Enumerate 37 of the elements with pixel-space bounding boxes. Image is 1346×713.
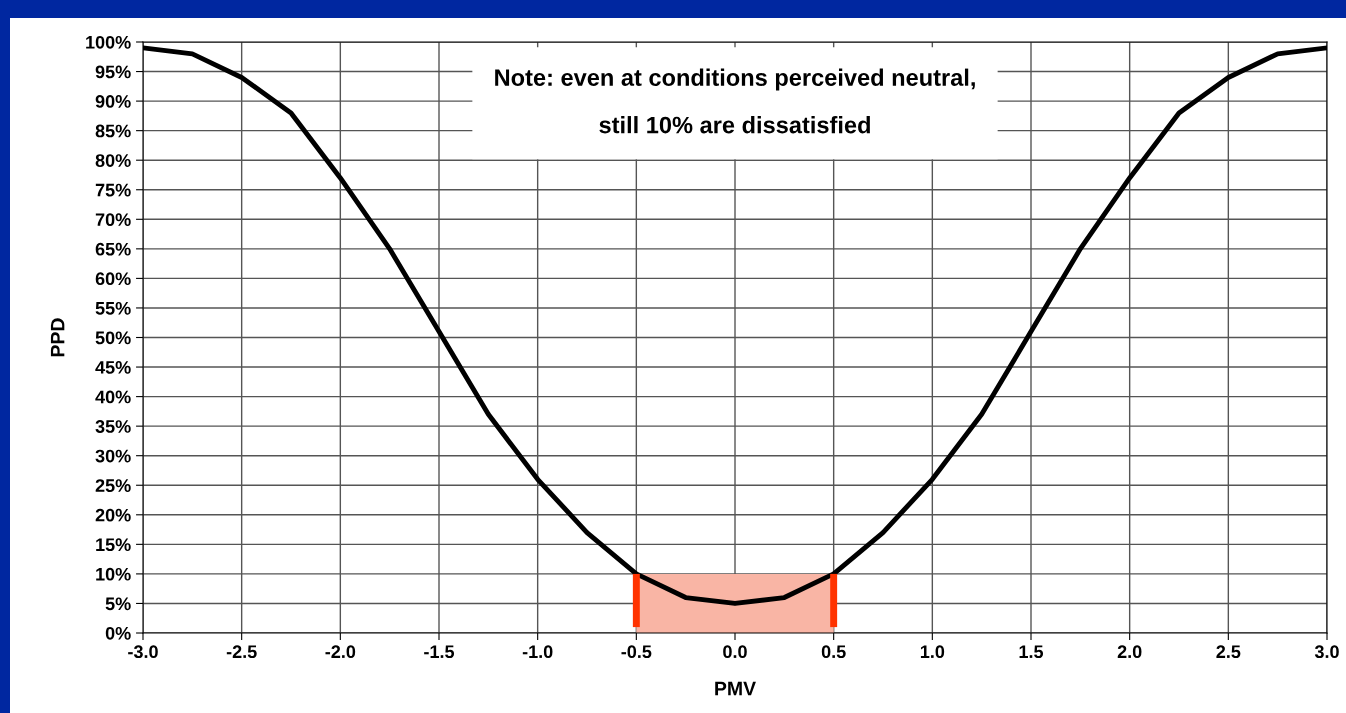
y-axis-title: PPD: [50, 318, 65, 357]
annotation: Note: even at conditions perceived neutral, still 10% are dissatisfied: [495, 68, 975, 134]
x-tick-label: 1.0: [920, 645, 945, 659]
x-tick-label: 2.0: [1117, 645, 1142, 659]
y-tick-label: 35%: [95, 420, 131, 433]
x-tick-label: 3.0: [1314, 645, 1339, 659]
y-tick-label: 20%: [95, 508, 131, 522]
x-tick-label: 1.5: [1019, 645, 1044, 659]
x-tick-label: 0.5: [821, 645, 846, 659]
x-tick-label: -3.0: [128, 645, 158, 659]
x-tick-label: -2.0: [325, 645, 356, 659]
x-tick-label: -2.5: [226, 645, 257, 659]
y-tick-label: 65%: [95, 242, 131, 256]
y-tick-label: 30%: [95, 449, 131, 463]
x-tick-label: 0.0: [723, 645, 747, 659]
y-tick-label: 60%: [95, 272, 131, 286]
y-tick-label: 100%: [86, 35, 131, 49]
x-tick-label: -1.0: [522, 645, 553, 659]
y-tick-label: 15%: [96, 538, 131, 552]
y-tick-label: 95%: [95, 65, 131, 79]
y-tick-label: 0%: [105, 626, 131, 640]
y-tick-label: 85%: [95, 124, 131, 138]
x-tick-label: -0.5: [621, 645, 652, 659]
y-tick-label: 75%: [95, 183, 131, 197]
y-tick-label: 45%: [95, 361, 131, 374]
y-tick-label: 5%: [105, 597, 131, 611]
y-tick-label: 70%: [95, 213, 131, 227]
y-tick-label: 55%: [95, 301, 131, 315]
y-tick-label: 10%: [96, 567, 131, 581]
x-axis-title: PMV: [715, 681, 756, 696]
x-tick-label: -1.5: [424, 645, 455, 659]
y-tick-label: 25%: [95, 479, 131, 492]
y-tick-label: 90%: [95, 95, 131, 108]
y-tick-label: 80%: [95, 154, 131, 167]
x-tick-label: 2.5: [1216, 645, 1241, 659]
y-tick-label: 40%: [95, 390, 131, 404]
y-tick-label: 50%: [95, 331, 131, 345]
